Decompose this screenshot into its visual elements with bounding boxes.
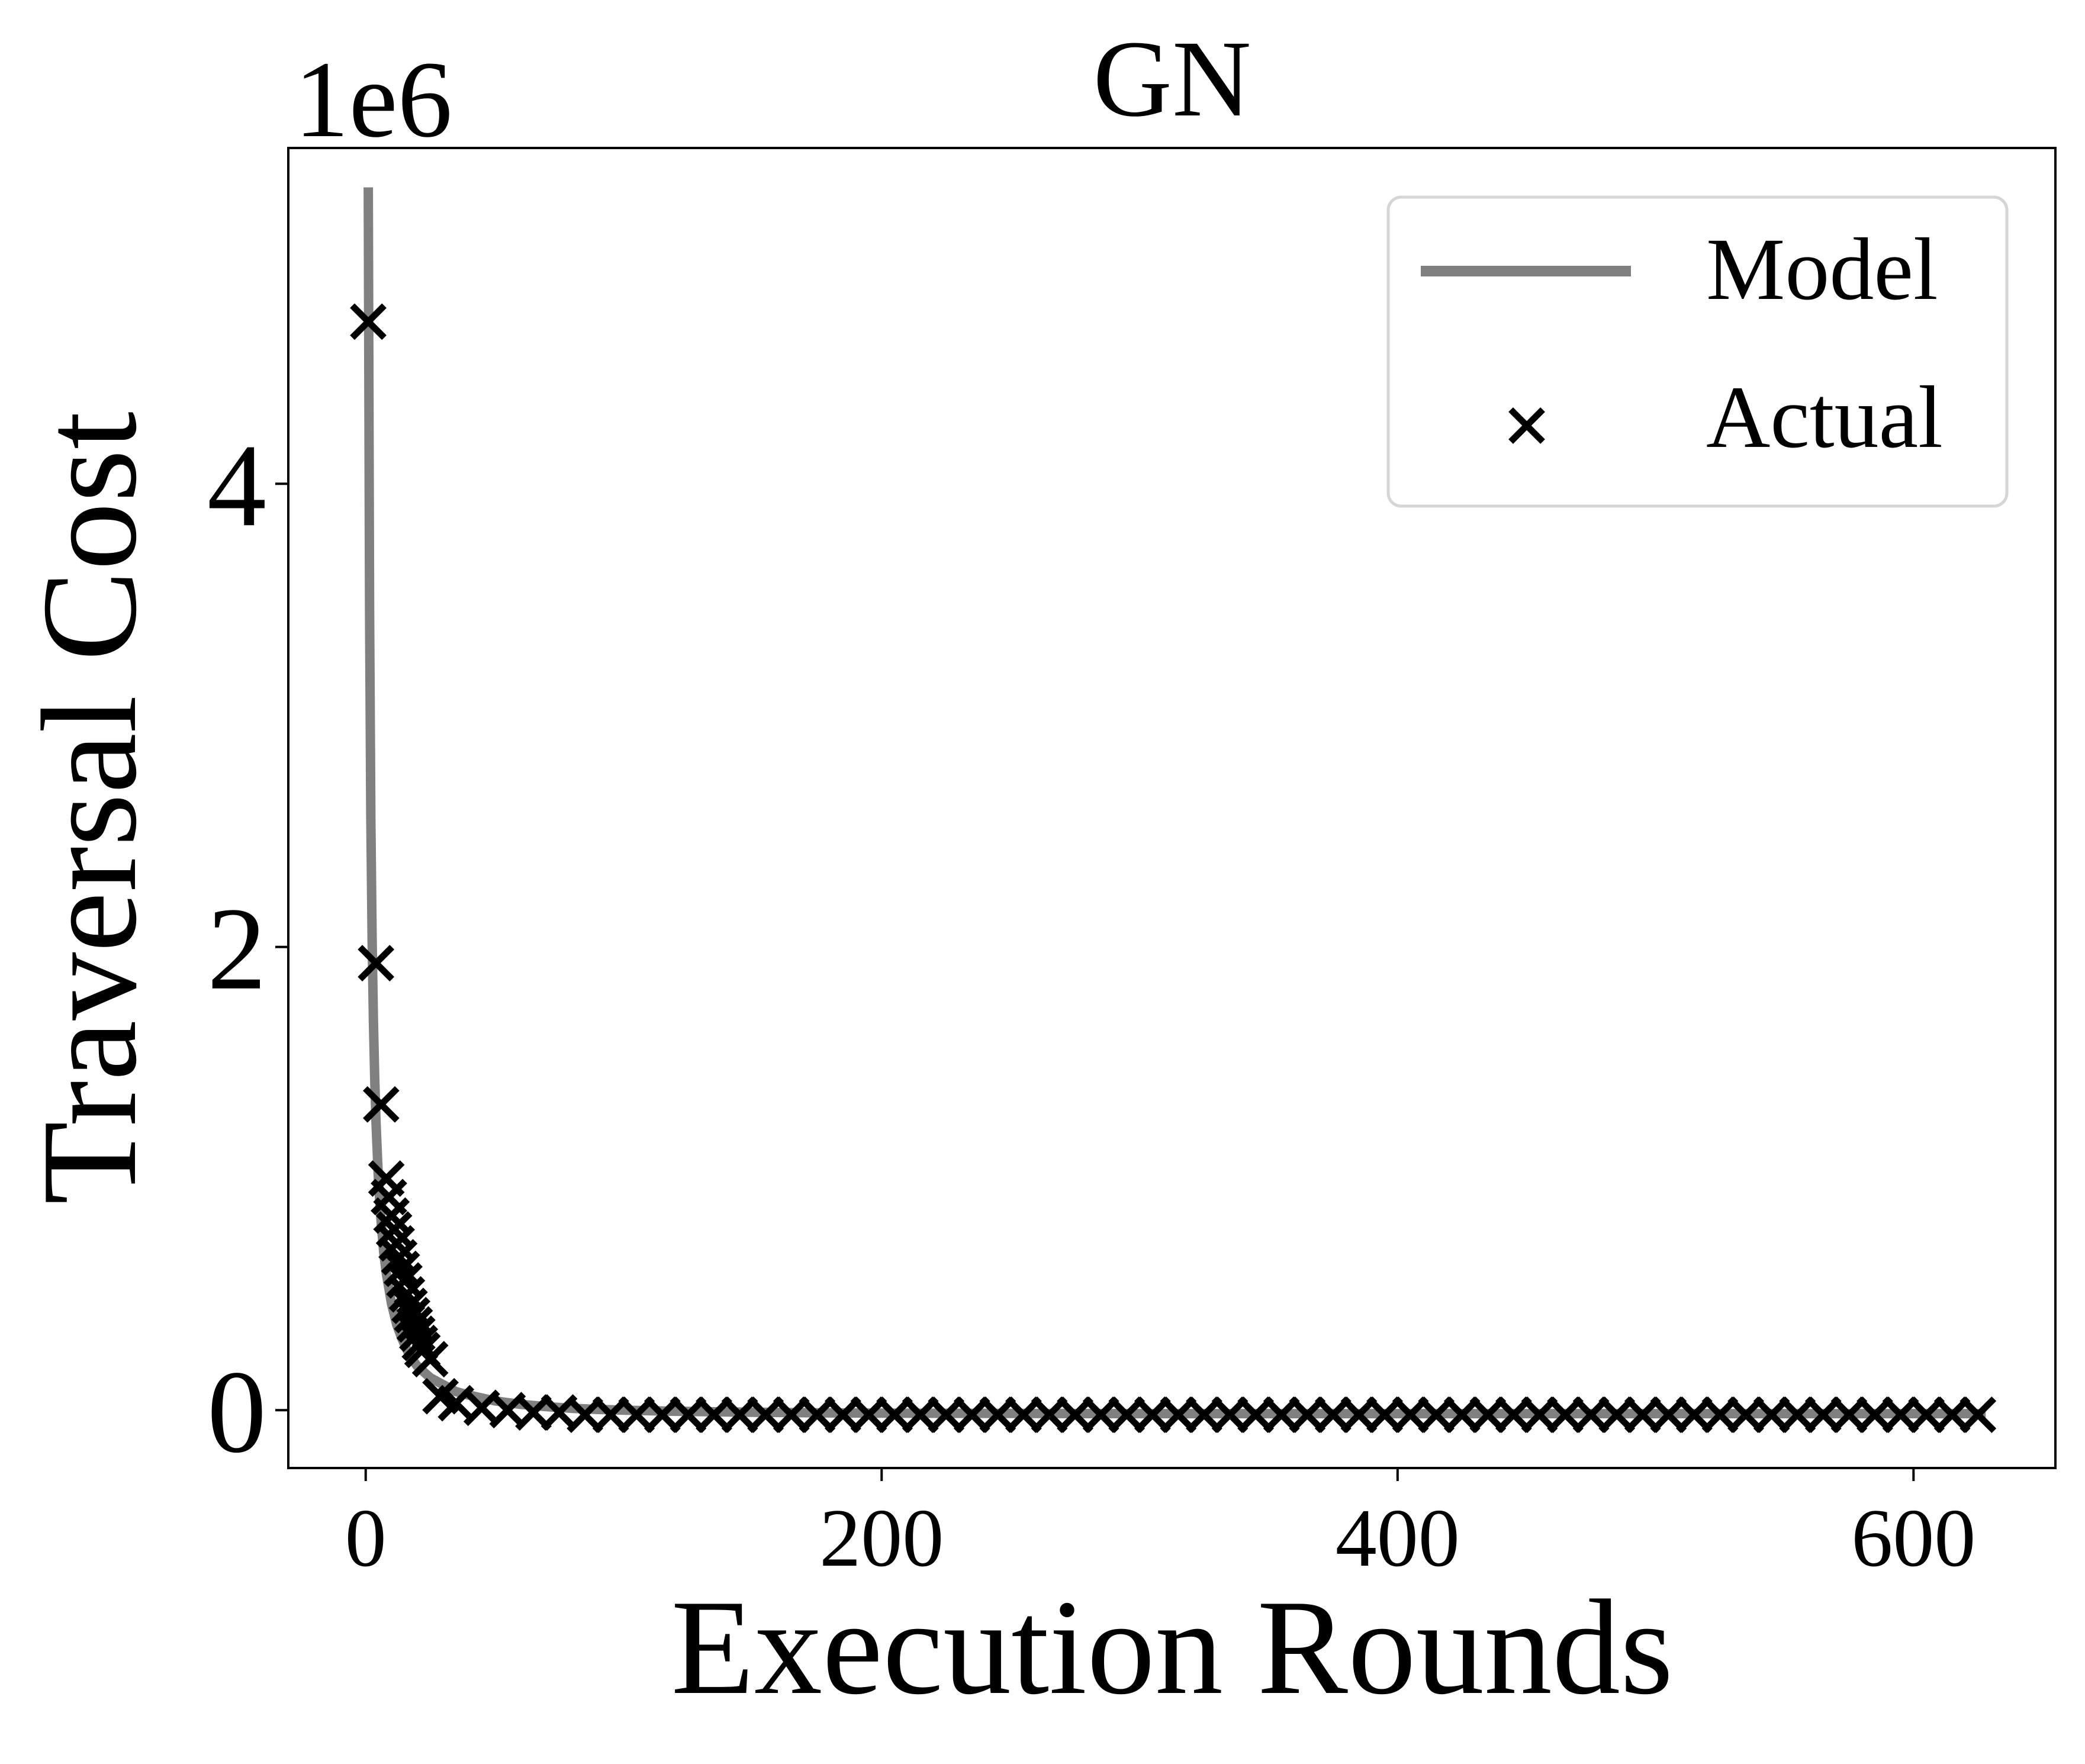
x-axis-ticks: 0 200 400 600 xyxy=(345,1468,1975,1584)
data-point-actual xyxy=(362,1086,400,1123)
y-tick-label: 2 xyxy=(207,884,266,1015)
legend-model-label: Model xyxy=(1706,220,1938,318)
x-tick-label: 0 xyxy=(345,1492,387,1584)
data-point-actual xyxy=(411,1341,449,1378)
x-tick-label: 400 xyxy=(1336,1492,1460,1584)
data-point-actual xyxy=(350,303,387,340)
y-axis-label: Traversal Cost xyxy=(14,411,165,1205)
data-point-actual xyxy=(375,1211,413,1248)
x-axis-label: Execution Rounds xyxy=(671,1572,1674,1723)
data-point-actual xyxy=(373,1197,410,1234)
x-tick-label: 200 xyxy=(819,1492,944,1584)
y-offset-label: 1e6 xyxy=(294,39,452,160)
chart-title: GN xyxy=(1093,18,1251,140)
data-point-actual xyxy=(388,1276,426,1313)
plot-frame xyxy=(287,147,2057,1469)
legend-actual-marker xyxy=(1508,407,1545,444)
plot-layer xyxy=(350,187,1997,1433)
y-tick-label: 0 xyxy=(207,1347,266,1477)
x-tick-label: 600 xyxy=(1851,1492,1975,1584)
data-point-actual xyxy=(358,945,395,982)
legend: Model Actual xyxy=(1386,195,2009,508)
y-tick-label: 4 xyxy=(207,420,266,551)
y-axis-ticks: 0 2 4 xyxy=(207,420,288,1477)
legend-actual-label: Actual xyxy=(1706,368,1943,466)
data-point-actual xyxy=(1959,1396,1997,1433)
